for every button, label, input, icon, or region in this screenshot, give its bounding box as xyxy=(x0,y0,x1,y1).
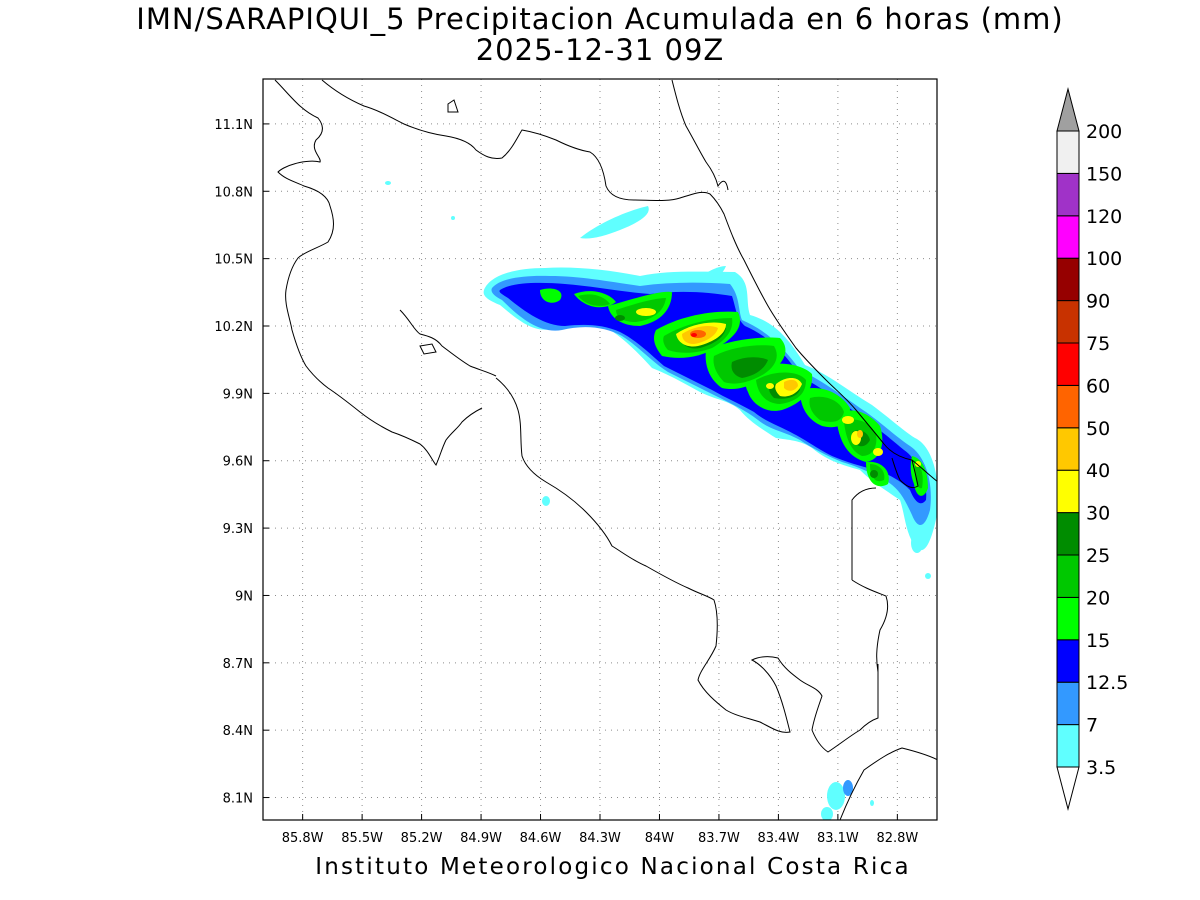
map-title: IMN/SARAPIQUI_5 Precipitacion Acumulada … xyxy=(136,2,1064,36)
lat-tick-label: 10.2N xyxy=(214,320,253,335)
lon-tick-label: 84.9W xyxy=(460,831,502,846)
colorbar-swatch xyxy=(1056,469,1080,514)
colorbar-label: 90 xyxy=(1086,291,1110,313)
colorbar-over-triangle xyxy=(1056,87,1080,132)
lon-tick-label: 82.8W xyxy=(876,831,918,846)
lat-tick-label: 8.1N xyxy=(223,792,253,807)
lat-tick-label: 9.9N xyxy=(223,387,253,402)
latitude-labels: 11.1N 10.8N 10.5N 10.2N 9.9N 9.6N 9.3N 9N 8.7N 8.… xyxy=(214,118,253,807)
lon-tick-label: 83.4W xyxy=(758,831,800,846)
colorbar-swatch xyxy=(1056,172,1080,217)
lon-tick-label: 83.1W xyxy=(817,831,859,846)
lat-tick-label: 11.1N xyxy=(214,118,253,133)
colorbar-legend: 3.5 7 12.5 15 20 25 30 40 50 60 75 90 100 120 150 200 xyxy=(1056,87,1128,811)
colorbar-swatch xyxy=(1056,215,1080,259)
longitude-labels: 85.8W 85.5W 85.2W 84.9W 84.6W 84.3W 84W 83.7W 83… xyxy=(282,831,919,846)
lon-tick-label: 83.7W xyxy=(698,831,740,846)
lon-tick-label: 85.2W xyxy=(401,831,443,846)
colorbar-swatch xyxy=(1056,257,1080,302)
lon-tick-label: 84.3W xyxy=(579,831,621,846)
colorbar-label: 40 xyxy=(1086,460,1110,482)
lat-tick-label: 9.6N xyxy=(223,455,253,470)
precipitation-shading xyxy=(385,181,937,820)
colorbar-swatch xyxy=(1056,130,1080,174)
map-frame xyxy=(262,78,938,821)
colorbar-swatch xyxy=(1056,384,1080,429)
lat-tick-label: 10.8N xyxy=(214,185,253,200)
lat-tick-label: 8.4N xyxy=(223,724,253,739)
colorbar-label: 3.5 xyxy=(1086,757,1116,779)
colorbar-label: 120 xyxy=(1086,206,1122,228)
colorbar-swatch xyxy=(1056,342,1080,386)
colorbar-label: 12.5 xyxy=(1086,672,1128,694)
colorbar-label: 7 xyxy=(1086,715,1098,737)
colorbar-label: 200 xyxy=(1086,121,1122,143)
colorbar-label: 25 xyxy=(1086,545,1110,567)
colorbar-label: 75 xyxy=(1086,333,1110,355)
colorbar-swatch xyxy=(1056,427,1080,471)
colorbar-swatch xyxy=(1056,639,1080,683)
colorbar-label: 30 xyxy=(1086,503,1110,525)
map-valid-time: 2025-12-31 09Z xyxy=(475,33,725,67)
lon-tick-label: 84W xyxy=(645,831,675,846)
colorbar-label: 150 xyxy=(1086,163,1122,185)
colorbar-label: 50 xyxy=(1086,418,1110,440)
colorbar-swatch xyxy=(1056,554,1080,598)
colorbar-label: 20 xyxy=(1086,587,1110,609)
colorbar-label: 100 xyxy=(1086,248,1122,270)
colorbar-swatch xyxy=(1056,300,1080,344)
lon-tick-label: 85.5W xyxy=(341,831,383,846)
coastlines-and-borders xyxy=(274,79,937,820)
colorbar-swatch xyxy=(1056,724,1080,768)
lat-tick-label: 9.3N xyxy=(223,522,253,537)
colorbar-label: 60 xyxy=(1086,375,1110,397)
lat-tick-label: 10.5N xyxy=(214,253,253,268)
lat-tick-label: 9N xyxy=(235,589,253,604)
colorbar-swatch xyxy=(1056,681,1080,726)
colorbar-label: 15 xyxy=(1086,630,1110,652)
colorbar-swatch xyxy=(1056,512,1080,556)
colorbar-under-triangle xyxy=(1056,766,1080,811)
lat-tick-label: 8.7N xyxy=(223,657,253,672)
lon-tick-label: 84.6W xyxy=(520,831,562,846)
colorbar-swatch xyxy=(1056,596,1080,641)
lon-tick-label: 85.8W xyxy=(282,831,324,846)
credit-footer: Instituto Meteorologico Nacional Costa R… xyxy=(315,854,911,880)
